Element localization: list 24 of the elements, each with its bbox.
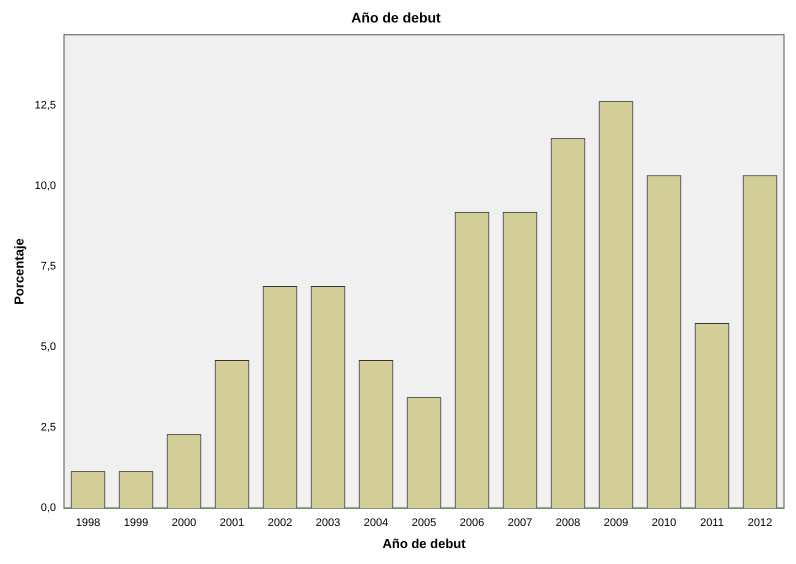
y-tick-label: 10,0: [34, 180, 56, 192]
y-tick-label: 0,0: [40, 502, 56, 514]
x-axis-title: Año de debut: [382, 536, 466, 551]
x-tick-label: 2010: [652, 516, 676, 529]
x-tick-label: 2004: [364, 516, 388, 529]
chart-title: Año de debut: [351, 9, 442, 26]
x-tick-label: 2001: [220, 516, 244, 529]
x-tick-label: 2002: [268, 516, 292, 529]
x-tick-label: 2005: [412, 516, 436, 529]
y-tick-label: 12,5: [34, 100, 56, 112]
y-tick-label: 7,5: [40, 260, 56, 273]
x-tick-label: 1998: [76, 516, 100, 529]
x-tick-label: 2007: [508, 516, 532, 529]
x-tick-label: 2009: [604, 516, 628, 529]
x-tick-label: 2008: [556, 516, 580, 529]
x-tick-label: 2012: [748, 516, 772, 529]
x-tick-label: 1999: [124, 516, 148, 529]
x-tick-label: 2006: [460, 516, 484, 529]
y-axis-title: Porcentaje: [11, 238, 26, 305]
x-tick-label: 2011: [700, 516, 724, 529]
y-tick-label: 2,5: [40, 422, 56, 434]
x-tick-label: 2000: [172, 516, 196, 529]
x-tick-label: 2003: [316, 516, 340, 529]
y-tick-label: 5,0: [40, 341, 56, 354]
